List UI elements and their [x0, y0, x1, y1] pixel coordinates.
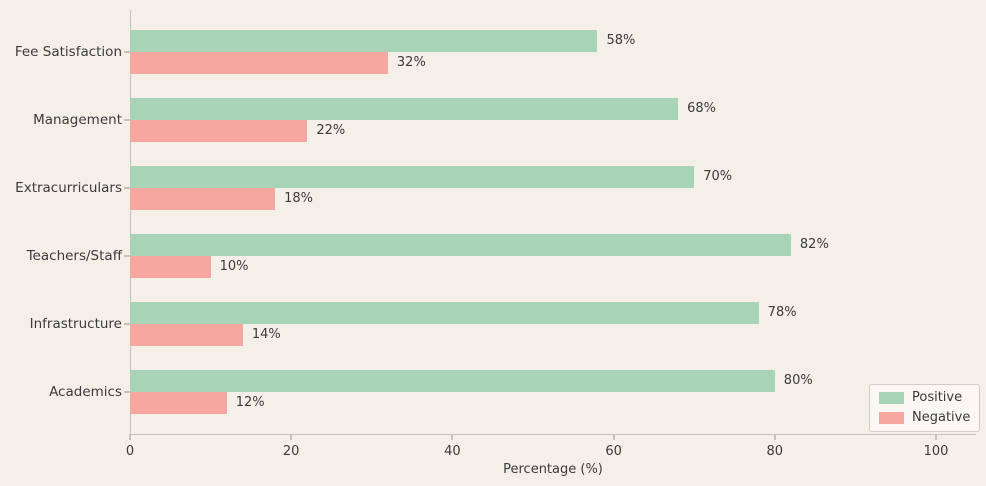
bar-positive-fee-satisfaction	[130, 30, 598, 52]
x-tick-mark	[451, 434, 454, 440]
x-tick-label: 80	[766, 444, 784, 459]
bar-value-label: 22%	[316, 122, 346, 138]
y-tick-mark	[124, 186, 130, 189]
y-tick-mark	[124, 390, 130, 393]
bar-value-label: 14%	[251, 326, 281, 342]
bar-positive-extracurriculars	[130, 165, 695, 188]
bar-value-label: 12%	[235, 394, 265, 410]
bar-value-label: 18%	[284, 190, 313, 206]
y-tick-label: Fee Satisfaction	[14, 44, 122, 60]
bar-value-label: 80%	[783, 372, 813, 388]
x-tick-mark	[935, 434, 937, 440]
bar-value-label: 58%	[606, 33, 636, 48]
x-axis-line	[130, 434, 976, 435]
x-tick-label: 60	[605, 444, 622, 459]
bar-value-label: 32%	[396, 55, 426, 70]
legend-item-positive: Positive	[879, 391, 970, 405]
bar-negative-management	[130, 119, 308, 142]
bar-value-label: 70%	[703, 168, 733, 184]
bar-value-label: 82%	[799, 236, 829, 252]
y-tick-label: Extracurriculars	[15, 179, 122, 196]
bar-negative-fee-satisfaction	[130, 52, 388, 74]
y-tick-label: Infrastructure	[29, 315, 122, 332]
legend-label-positive: Positive	[912, 390, 963, 405]
legend-label-negative: Negative	[912, 410, 971, 425]
x-tick-label: 100	[923, 444, 949, 459]
y-tick-label: Teachers/Staff	[26, 247, 122, 264]
y-tick-mark	[124, 118, 130, 121]
x-tick-label: 40	[444, 444, 461, 459]
x-tick-label: 20	[282, 444, 300, 459]
bar-negative-infrastructure	[130, 323, 243, 346]
legend: Positive Negative	[869, 384, 981, 432]
x-tick-label: 0	[125, 444, 135, 459]
bar-positive-management	[130, 97, 679, 120]
y-tick-label: Management	[33, 111, 122, 128]
y-tick-label: Academics	[49, 383, 122, 400]
y-tick-mark	[124, 51, 130, 53]
legend-swatch-positive-icon	[879, 392, 904, 404]
legend-item-negative: Negative	[879, 411, 970, 425]
bar-negative-academics	[130, 391, 227, 414]
bar-value-label: 10%	[219, 258, 249, 274]
y-tick-mark	[124, 322, 130, 325]
legend-swatch-negative-icon	[879, 412, 904, 424]
bar-value-label: 68%	[687, 100, 716, 116]
bar-positive-academics	[130, 369, 775, 392]
y-axis-line	[130, 10, 131, 435]
x-axis-title: Percentage (%)	[503, 462, 603, 477]
bar-negative-teachers-staff	[130, 255, 211, 278]
x-tick-mark	[773, 434, 776, 440]
x-tick-mark	[129, 434, 131, 440]
x-tick-mark	[290, 434, 293, 440]
bar-negative-extracurriculars	[130, 187, 276, 210]
bar-positive-teachers-staff	[130, 233, 791, 256]
bar-positive-infrastructure	[130, 301, 759, 324]
y-tick-mark	[124, 254, 130, 257]
x-tick-mark	[612, 434, 615, 440]
bar-value-label: 78%	[767, 304, 797, 320]
